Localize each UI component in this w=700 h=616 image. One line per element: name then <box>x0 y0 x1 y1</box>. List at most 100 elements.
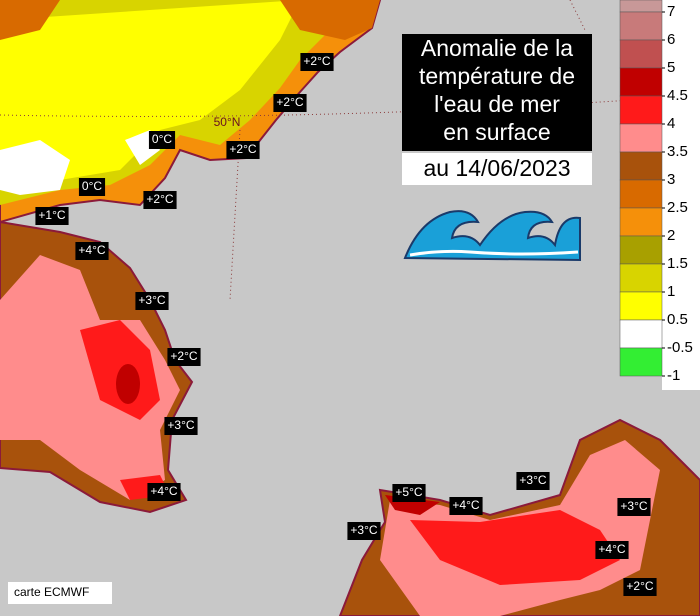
label-text: +2°C <box>229 142 256 156</box>
zone <box>80 320 170 500</box>
legend-label: 4.5 <box>667 87 688 104</box>
label-box <box>595 541 629 559</box>
temperature-label: +5°C <box>392 484 426 502</box>
label-text: +2°C <box>303 54 330 68</box>
temperature-label: +2°C <box>623 578 657 596</box>
temperature-label: +2°C <box>300 53 334 71</box>
label-box <box>273 94 307 112</box>
legend-swatch <box>619 207 663 237</box>
label-text: +2°C <box>146 192 173 206</box>
label-text: +3°C <box>138 293 165 307</box>
label-text: +3°C <box>167 418 194 432</box>
legend-swatch <box>619 235 663 265</box>
date: au 14/06/2023 <box>423 155 570 181</box>
temperature-label: +3°C <box>347 522 381 540</box>
label-box <box>347 522 381 540</box>
label-text: 0°C <box>82 179 102 193</box>
legend-swatch <box>619 179 663 209</box>
temperature-label: +3°C <box>516 472 550 490</box>
label-text: +2°C <box>170 349 197 363</box>
label-box <box>617 498 651 516</box>
legend-label: 4 <box>667 115 675 132</box>
title-line: en surface <box>443 119 550 145</box>
legend-label: 0.5 <box>667 311 688 328</box>
label-text: +2°C <box>626 579 653 593</box>
label-box <box>148 131 176 149</box>
temperature-label: +2°C <box>273 94 307 112</box>
label-text: 0°C <box>152 132 172 146</box>
temperature-label: +1°C <box>35 207 69 225</box>
label-box <box>75 242 109 260</box>
label-text: +3°C <box>620 499 647 513</box>
grid-label: 50°N <box>214 115 241 129</box>
temperature-label: +4°C <box>147 483 181 501</box>
title-line: l'eau de mer <box>434 91 560 117</box>
zone <box>116 364 140 404</box>
label-text: +4°C <box>598 542 625 556</box>
temperature-label: +2°C <box>226 141 260 159</box>
legend-background <box>662 0 700 390</box>
legend-label: 5 <box>667 59 675 76</box>
title-line: température de <box>419 63 575 89</box>
label-box <box>516 472 550 490</box>
legend-swatch <box>619 95 663 125</box>
label-box <box>164 417 198 435</box>
label-box <box>449 497 483 515</box>
label-box <box>143 191 177 209</box>
label-box <box>135 292 169 310</box>
label-box <box>623 578 657 596</box>
label-box <box>167 348 201 366</box>
zone <box>410 510 620 585</box>
legend-label: 1.5 <box>667 255 688 272</box>
label-text: +3°C <box>519 473 546 487</box>
legend-label: -1 <box>667 367 680 384</box>
legend-swatch <box>619 263 663 293</box>
label-box <box>226 141 260 159</box>
temperature-label: +3°C <box>135 292 169 310</box>
legend-swatch <box>619 151 663 181</box>
legend-label: -0.5 <box>667 339 693 356</box>
label-text: +4°C <box>78 243 105 257</box>
legend-label: 1 <box>667 283 675 300</box>
label-text: +4°C <box>150 484 177 498</box>
waves-icon <box>403 210 581 262</box>
zone <box>0 0 300 190</box>
legend-label: 2.5 <box>667 199 688 216</box>
legend-swatch <box>619 67 663 97</box>
legend-swatch <box>619 0 663 13</box>
title-box <box>402 34 592 151</box>
legend-label: 3 <box>667 171 675 188</box>
legend-swatch <box>619 319 663 349</box>
temperature-label: 0°C <box>78 178 106 196</box>
label-text: +2°C <box>276 95 303 109</box>
legend-swatch <box>619 123 663 153</box>
legend-label: 3.5 <box>667 143 688 160</box>
label-box <box>35 207 69 225</box>
temperature-label: +2°C <box>167 348 201 366</box>
label-box <box>147 483 181 501</box>
label-text: +1°C <box>38 208 65 222</box>
temperature-label: +4°C <box>595 541 629 559</box>
legend-swatch <box>619 291 663 321</box>
zone <box>0 0 380 40</box>
legend-label: 2 <box>667 227 675 244</box>
label-box <box>78 178 106 196</box>
credit-box <box>8 582 112 604</box>
legend-label: 6 <box>667 31 675 48</box>
zone <box>0 130 160 195</box>
label-box <box>300 53 334 71</box>
temperature-label: +4°C <box>75 242 109 260</box>
label-text: +5°C <box>395 485 422 499</box>
zone <box>0 255 180 500</box>
temperature-label: +4°C <box>449 497 483 515</box>
label-text: +4°C <box>452 498 479 512</box>
legend-swatch <box>619 11 663 41</box>
temperature-label: +2°C <box>143 191 177 209</box>
label-box <box>392 484 426 502</box>
title-line: Anomalie de la <box>421 35 573 61</box>
temperature-label: +3°C <box>164 417 198 435</box>
label-text: +3°C <box>350 523 377 537</box>
date-box <box>402 153 592 185</box>
